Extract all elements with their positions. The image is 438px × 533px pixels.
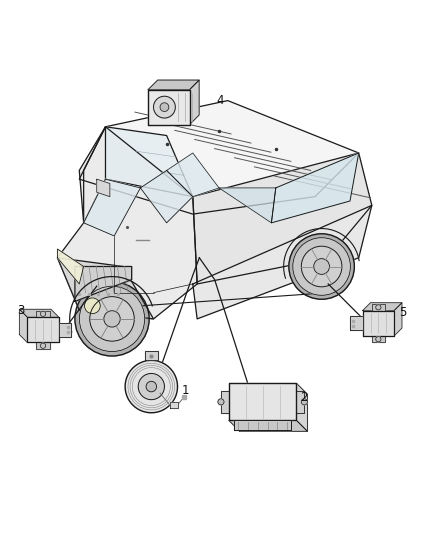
Text: 2: 2 [300,391,307,404]
Polygon shape [372,304,385,311]
Circle shape [40,343,46,349]
Polygon shape [190,80,199,125]
Polygon shape [79,101,359,214]
Polygon shape [363,303,402,311]
Polygon shape [229,421,307,431]
Circle shape [376,305,381,310]
Circle shape [90,297,134,341]
Polygon shape [19,309,27,343]
Polygon shape [350,316,363,330]
Circle shape [153,96,175,118]
Polygon shape [148,90,190,125]
Text: 1: 1 [182,384,189,398]
Polygon shape [57,127,197,319]
Polygon shape [234,421,291,430]
Circle shape [40,311,46,317]
Polygon shape [106,127,193,197]
Polygon shape [193,153,372,284]
Polygon shape [141,171,193,223]
Circle shape [218,399,224,405]
Circle shape [138,374,164,400]
Circle shape [160,103,169,111]
Circle shape [314,259,329,274]
Polygon shape [79,127,106,223]
Circle shape [125,360,177,413]
Polygon shape [272,153,359,223]
Polygon shape [57,258,153,319]
Text: 5: 5 [399,306,406,319]
Polygon shape [27,317,59,343]
Polygon shape [166,153,219,197]
Circle shape [376,336,381,342]
Polygon shape [363,311,394,336]
Circle shape [301,246,342,287]
Polygon shape [219,188,276,223]
Circle shape [75,282,149,356]
Polygon shape [145,351,158,360]
Circle shape [79,286,145,352]
Polygon shape [297,383,307,431]
Circle shape [85,298,100,313]
Circle shape [104,311,120,327]
Polygon shape [19,309,59,317]
Polygon shape [59,323,71,337]
Polygon shape [170,402,177,408]
Polygon shape [229,383,297,421]
Polygon shape [297,391,304,413]
Polygon shape [36,343,49,349]
Circle shape [146,381,156,392]
Polygon shape [36,311,49,317]
Polygon shape [193,205,372,319]
Polygon shape [394,303,402,336]
Polygon shape [148,80,199,90]
Circle shape [293,238,350,295]
Polygon shape [75,266,132,302]
Polygon shape [97,179,110,197]
Circle shape [289,234,354,299]
Text: 4: 4 [217,94,224,107]
Polygon shape [221,391,229,413]
Polygon shape [57,249,84,284]
Polygon shape [84,179,141,236]
Polygon shape [372,336,385,343]
Circle shape [301,399,307,405]
Text: 3: 3 [17,304,25,317]
